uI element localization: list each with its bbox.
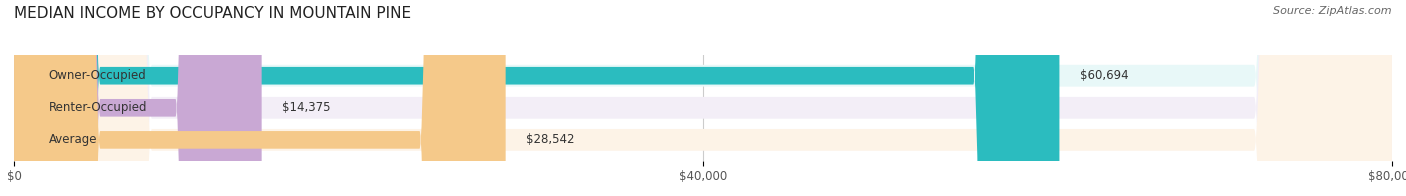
FancyBboxPatch shape	[14, 0, 1060, 196]
Text: $28,542: $28,542	[526, 133, 575, 146]
FancyBboxPatch shape	[14, 0, 262, 196]
Text: Average: Average	[48, 133, 97, 146]
Text: Owner-Occupied: Owner-Occupied	[48, 69, 146, 82]
Text: MEDIAN INCOME BY OCCUPANCY IN MOUNTAIN PINE: MEDIAN INCOME BY OCCUPANCY IN MOUNTAIN P…	[14, 6, 411, 21]
FancyBboxPatch shape	[14, 0, 1392, 196]
FancyBboxPatch shape	[14, 0, 1392, 196]
Text: Source: ZipAtlas.com: Source: ZipAtlas.com	[1274, 6, 1392, 16]
Text: $60,694: $60,694	[1080, 69, 1129, 82]
FancyBboxPatch shape	[14, 0, 1392, 196]
Text: $14,375: $14,375	[283, 101, 330, 114]
FancyBboxPatch shape	[14, 0, 506, 196]
Text: Renter-Occupied: Renter-Occupied	[48, 101, 148, 114]
